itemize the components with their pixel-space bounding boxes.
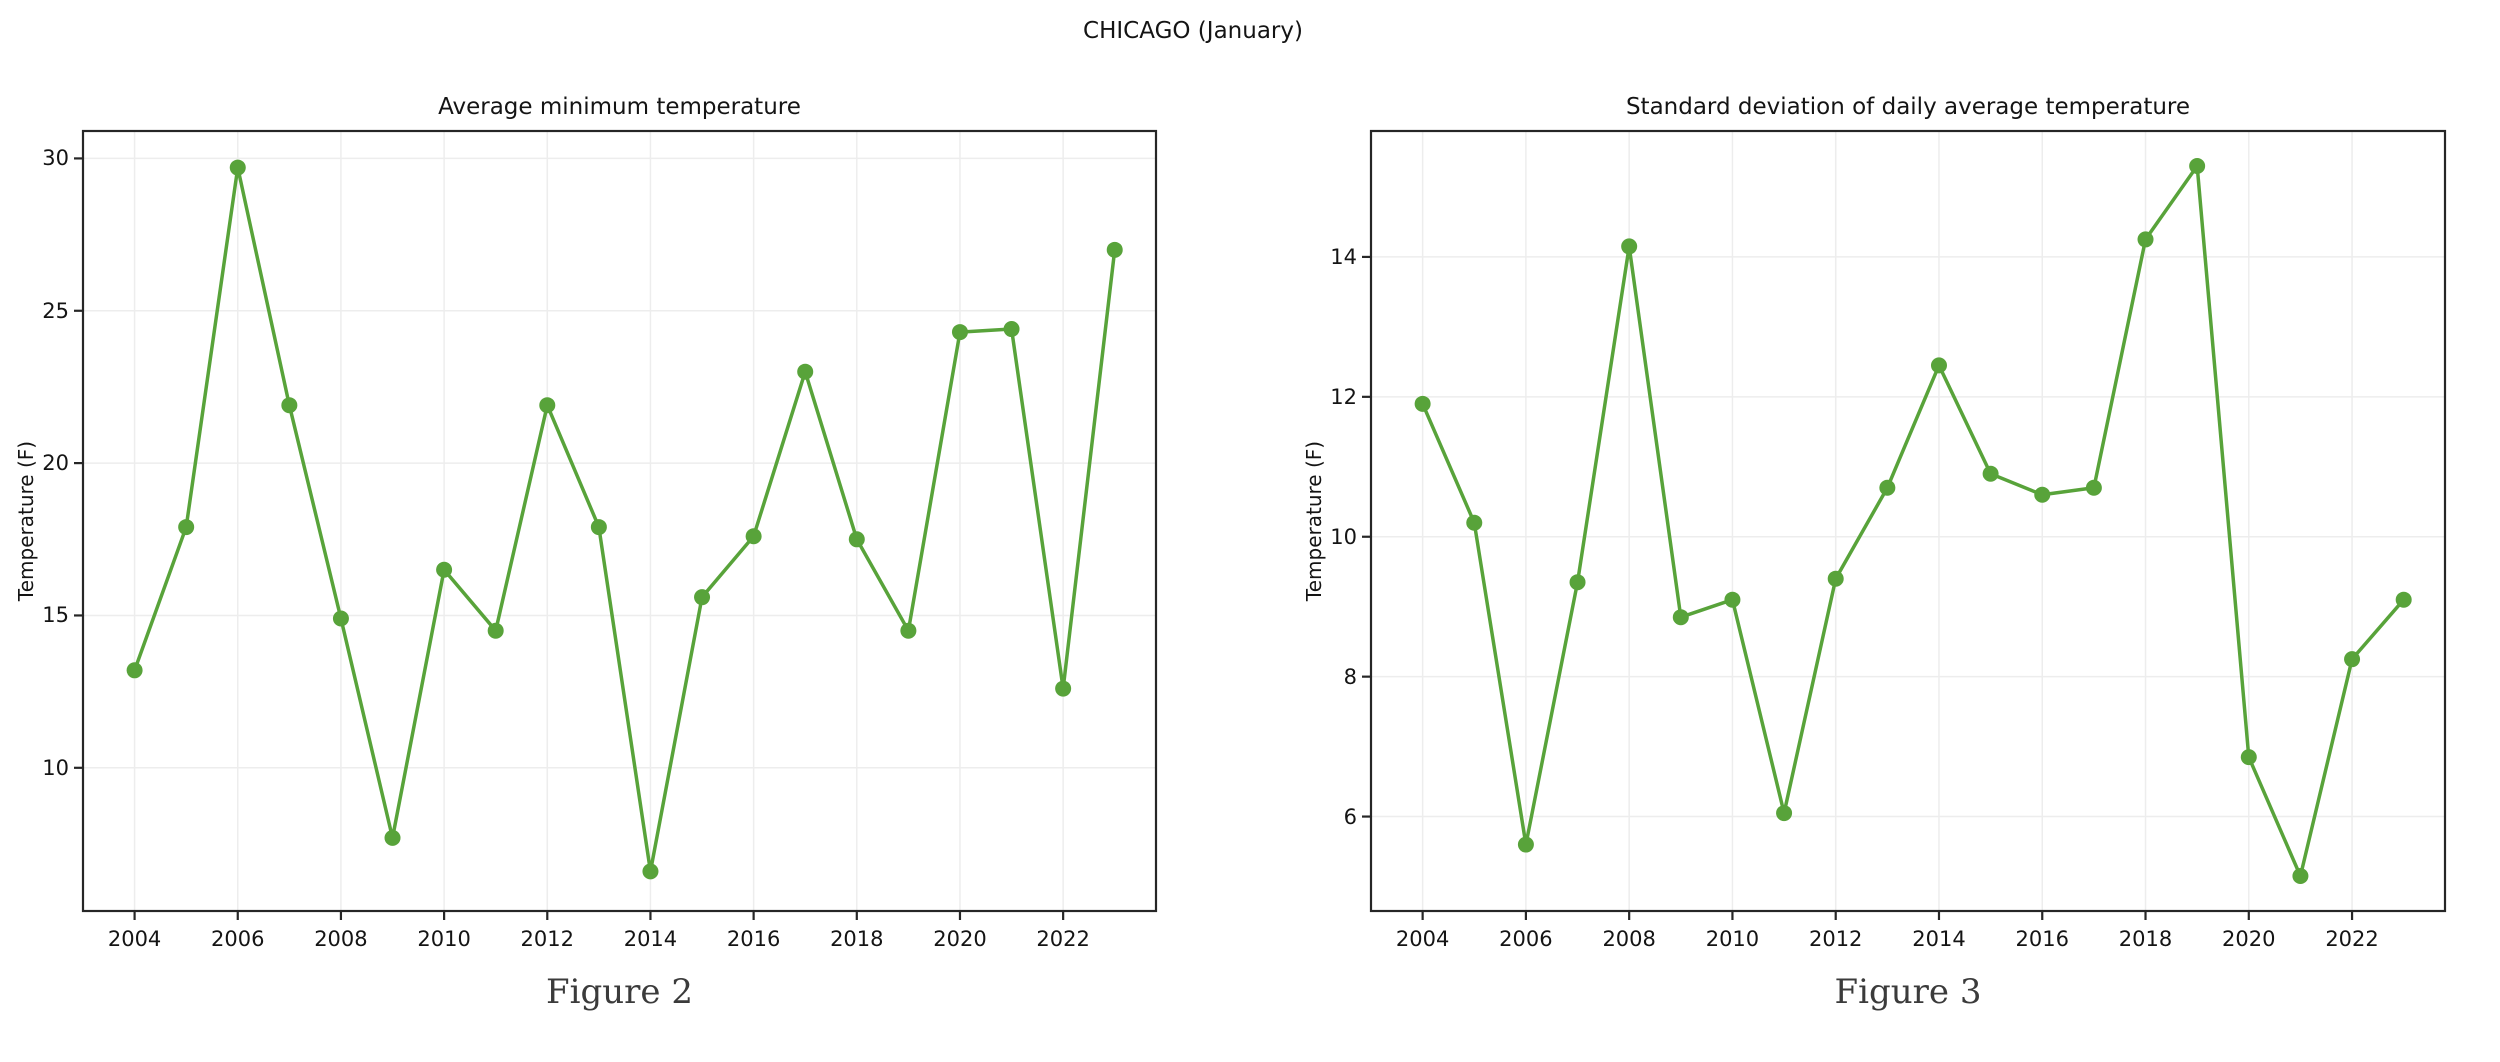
data-point-marker: [539, 397, 556, 414]
data-point-marker: [126, 662, 143, 679]
data-point-marker: [2034, 486, 2051, 503]
x-tick-label: 2020: [933, 927, 987, 951]
x-tick-label: 2012: [1808, 927, 1863, 951]
data-point-marker: [848, 531, 865, 548]
tick-marks: [74, 157, 1065, 920]
gridlines: [1371, 131, 2445, 911]
figure-suptitle: CHICAGO (January): [1083, 18, 1303, 44]
x-tick-label: 2010: [417, 927, 471, 951]
x-tick-label: 2012: [520, 927, 574, 951]
data-point-marker: [2344, 651, 2361, 668]
line-series: [1421, 164, 2406, 878]
figure-caption: Figure 2: [546, 972, 693, 1012]
data-point-marker: [1672, 609, 1689, 626]
data-point-marker: [1776, 805, 1793, 822]
data-point-marker: [2085, 479, 2102, 496]
data-point-marker: [900, 622, 917, 639]
data-point-marker: [2240, 749, 2257, 766]
data-point-marker: [2292, 868, 2309, 885]
line-series: [132, 165, 1117, 874]
data-point-marker: [1621, 238, 1638, 255]
data-point-marker: [590, 519, 607, 536]
x-tick-label: 2014: [1912, 927, 1966, 951]
data-point-marker: [1724, 591, 1741, 608]
y-tick-label: 10: [1330, 524, 1357, 549]
y-tick-label: 25: [42, 298, 69, 323]
x-tick-label: 2010: [1705, 927, 1760, 951]
plot-area: [1362, 129, 2447, 920]
data-point-marker: [1982, 465, 1999, 482]
y-axis-label: Temperature (F): [1302, 440, 1326, 602]
x-tick-label: 2018: [830, 927, 884, 951]
plot-border: [1369, 129, 2447, 913]
data-point-marker: [1106, 241, 1123, 258]
x-tick-label: 2020: [2222, 927, 2276, 951]
x-tick-label: 2016: [726, 927, 781, 951]
data-point-marker: [436, 561, 453, 578]
data-point-marker: [1055, 680, 1072, 697]
y-tick-label: 20: [42, 451, 69, 476]
plot-area: [74, 129, 1158, 920]
x-tick-label: 2004: [1395, 927, 1450, 951]
y-tick-label: 10: [42, 755, 69, 780]
data-point-marker: [2189, 157, 2206, 174]
data-point-marker: [1466, 514, 1483, 531]
data-point-marker: [2137, 231, 2154, 248]
data-point-marker: [797, 363, 814, 380]
data-point-marker: [1517, 836, 1534, 853]
data-point-marker: [332, 610, 349, 627]
data-point-marker: [745, 528, 762, 545]
x-tick-label: 2008: [1602, 927, 1656, 951]
data-point-markers: [1414, 157, 2412, 885]
chart-average-minimum-temperature: Average minimum temperature Temperature …: [14, 94, 1158, 1012]
y-tick-label: 6: [1343, 804, 1357, 829]
data-point-marker: [1414, 395, 1431, 412]
data-point-marker: [1930, 357, 1947, 374]
chart-std-dev-daily-average-temperature: Standard deviation of daily average temp…: [1302, 94, 2447, 1012]
data-point-marker: [229, 159, 246, 176]
x-tick-label: 2016: [2015, 927, 2069, 951]
y-tick-label: 15: [42, 603, 69, 628]
x-tick-label: 2006: [211, 927, 265, 951]
x-tick-label: 2022: [2325, 927, 2379, 951]
data-point-marker: [2395, 591, 2412, 608]
x-tick-label: 2008: [314, 927, 368, 951]
data-point-marker: [487, 622, 504, 639]
x-tick-label: 2004: [107, 927, 162, 951]
data-point-marker: [694, 589, 711, 606]
x-tick-label: 2022: [1036, 927, 1090, 951]
data-point-marker: [384, 829, 401, 846]
data-point-marker: [1003, 321, 1020, 338]
figure-caption: Figure 3: [1834, 972, 1982, 1012]
x-tick-label: 2018: [2118, 927, 2173, 951]
data-point-marker: [281, 397, 298, 414]
data-point-marker: [1569, 574, 1586, 591]
y-tick-label: 12: [1330, 384, 1357, 409]
chart-title: Standard deviation of daily average temp…: [1625, 94, 2191, 120]
data-point-marker: [951, 324, 968, 341]
gridlines: [83, 131, 1156, 911]
data-point-marker: [178, 519, 195, 536]
x-tick-label: 2014: [623, 927, 678, 951]
data-point-marker: [642, 863, 659, 880]
x-tick-label: 2006: [1499, 927, 1553, 951]
data-point-marker: [1827, 570, 1844, 587]
data-point-marker: [1879, 479, 1896, 496]
y-tick-label: 14: [1330, 244, 1357, 269]
data-point-markers: [126, 159, 1123, 880]
chart-title: Average minimum temperature: [438, 94, 801, 120]
y-tick-label: 30: [42, 146, 69, 171]
y-tick-label: 8: [1343, 664, 1357, 689]
plot-border: [81, 129, 1158, 913]
tick-marks: [1362, 255, 2354, 920]
